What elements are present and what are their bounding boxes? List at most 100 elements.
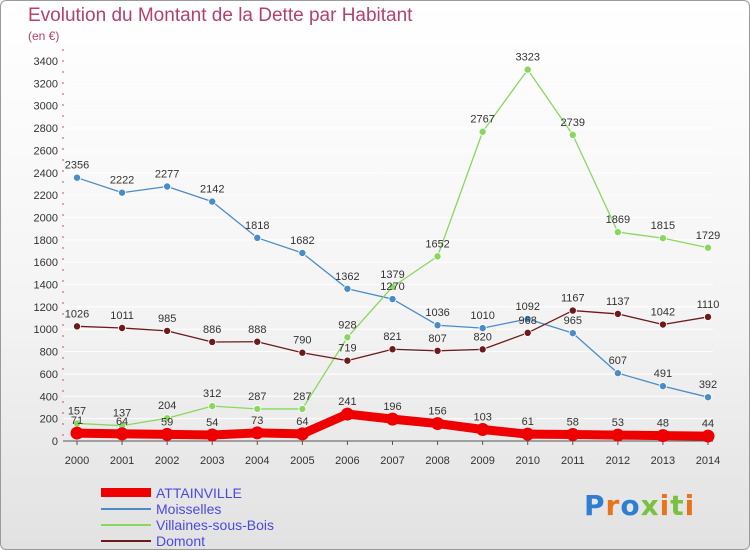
data-label: 2142 — [200, 184, 224, 196]
data-point — [656, 429, 670, 443]
y-tick-label: 600 — [40, 369, 58, 381]
data-point — [343, 284, 352, 293]
data-label: 64 — [116, 416, 128, 428]
x-tick-label: 2013 — [651, 455, 675, 467]
data-point — [163, 414, 172, 423]
legend-swatch-moisselles — [101, 508, 151, 510]
x-tick-label: 2011 — [561, 455, 585, 467]
y-tick-label: 2000 — [34, 212, 58, 224]
data-point — [478, 345, 487, 354]
data-label: 312 — [203, 388, 221, 400]
data-point — [163, 182, 172, 191]
data-point — [704, 243, 713, 252]
data-label: 1137 — [606, 296, 630, 308]
data-label: 2222 — [110, 175, 134, 187]
data-point — [658, 382, 667, 391]
data-point — [340, 407, 354, 421]
data-label: 1379 — [380, 269, 404, 281]
data-label: 73 — [251, 415, 263, 427]
data-point — [298, 249, 307, 258]
data-label: 965 — [564, 315, 582, 327]
data-label: 2739 — [561, 117, 585, 129]
y-tick-label: 800 — [40, 347, 58, 359]
data-point — [613, 309, 622, 318]
x-tick-label: 2003 — [200, 455, 224, 467]
data-point — [343, 356, 352, 365]
data-label: 58 — [567, 417, 579, 429]
y-tick-label: 3400 — [34, 56, 58, 68]
proxiti-logo: Proxiti — [584, 489, 695, 522]
data-label: 48 — [657, 418, 669, 430]
data-label: 888 — [248, 324, 266, 336]
data-label: 1110 — [697, 299, 720, 311]
data-label: 1869 — [606, 214, 630, 226]
data-point — [521, 427, 535, 441]
y-tick-label: 2200 — [34, 190, 58, 202]
data-point — [701, 429, 715, 443]
data-point — [523, 314, 532, 323]
x-tick-label: 2009 — [470, 455, 494, 467]
series-line — [76, 68, 709, 427]
data-point — [476, 422, 490, 436]
data-point — [208, 402, 217, 411]
data-label: 790 — [293, 335, 311, 347]
y-tick-label: 1000 — [34, 324, 58, 336]
x-tick-label: 2010 — [515, 455, 539, 467]
data-label: 1036 — [425, 307, 449, 319]
data-point — [298, 348, 307, 357]
data-label: 2277 — [155, 169, 179, 181]
data-label: 196 — [383, 401, 401, 413]
data-point — [118, 324, 127, 333]
x-tick-label: 2014 — [696, 455, 720, 467]
data-point — [388, 282, 397, 291]
chart-subtitle: (en €) — [28, 29, 60, 43]
data-point — [253, 404, 262, 413]
data-point — [523, 65, 532, 74]
x-tick-label: 2007 — [380, 455, 404, 467]
data-label: 3323 — [515, 52, 539, 64]
chart-title: Evolution du Montant de la Dette par Hab… — [28, 5, 413, 26]
data-point — [70, 426, 84, 440]
data-point — [205, 428, 219, 442]
data-label: 1818 — [245, 220, 269, 232]
data-label: 2767 — [470, 114, 494, 126]
data-point — [250, 426, 264, 440]
data-point — [611, 428, 625, 442]
data-point — [386, 412, 399, 426]
data-label: 64 — [296, 416, 308, 428]
x-tick-label: 2006 — [335, 455, 359, 467]
legend-label-domont: Domont — [156, 533, 206, 549]
data-point — [704, 393, 713, 402]
data-point — [73, 173, 82, 182]
data-label: 61 — [522, 416, 534, 428]
x-tick-label: 2000 — [65, 455, 89, 467]
data-label: 491 — [654, 368, 672, 380]
data-point — [343, 333, 352, 342]
data-label: 1010 — [470, 310, 494, 322]
data-point — [568, 306, 577, 315]
y-tick-label: 1600 — [34, 257, 58, 269]
data-point — [478, 324, 487, 333]
data-label: 241 — [338, 396, 356, 408]
data-point — [388, 345, 397, 354]
data-point — [568, 130, 577, 139]
data-label: 54 — [206, 417, 218, 429]
y-tick-label: 3200 — [34, 78, 58, 90]
legend-label-villaines: Villaines-sous-Bois — [156, 517, 275, 533]
data-label: 1011 — [110, 310, 134, 322]
y-tick-label: 200 — [40, 414, 58, 426]
logo-letter: i — [684, 489, 696, 522]
data-label: 156 — [428, 406, 446, 418]
data-point — [73, 322, 82, 331]
legend-label-moisselles: Moisselles — [156, 501, 222, 517]
logo-letter: r — [605, 489, 621, 522]
data-label: 71 — [71, 415, 83, 427]
data-label: 1362 — [335, 271, 359, 283]
data-label: 1042 — [651, 307, 675, 319]
data-label: 968 — [519, 315, 537, 327]
data-point — [568, 329, 577, 338]
data-point — [388, 295, 397, 304]
x-tick-label: 2005 — [290, 455, 314, 467]
legend-label-attainville: ATTAINVILLE — [156, 485, 242, 501]
